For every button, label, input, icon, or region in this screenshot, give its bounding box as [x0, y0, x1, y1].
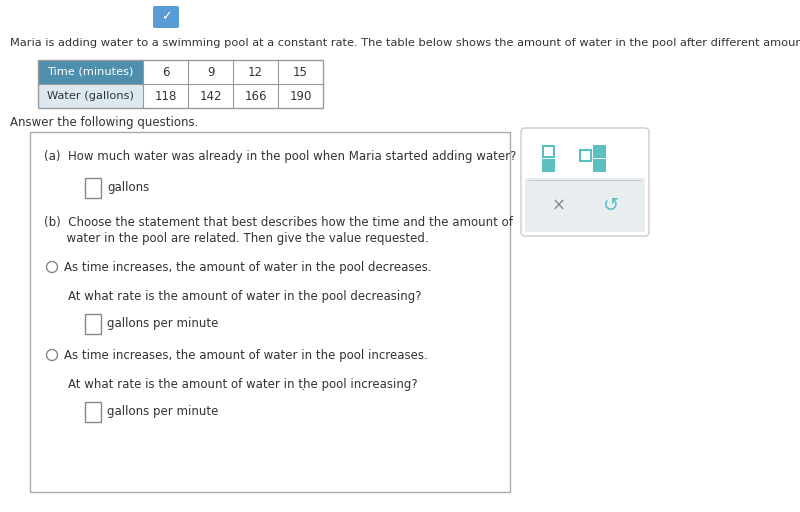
- Circle shape: [46, 350, 58, 360]
- Text: As time increases, the amount of water in the pool increases.: As time increases, the amount of water i…: [64, 349, 428, 361]
- Bar: [85, 402, 101, 422]
- Text: As time increases, the amount of water in the pool decreases.: As time increases, the amount of water i…: [64, 261, 432, 273]
- Text: 9: 9: [206, 66, 214, 78]
- Bar: [85, 178, 101, 198]
- Bar: [594, 160, 605, 171]
- Text: Water (gallons): Water (gallons): [47, 91, 134, 101]
- Bar: [143, 84, 188, 108]
- Text: ×: ×: [552, 197, 566, 215]
- Bar: [543, 146, 554, 157]
- Text: 142: 142: [199, 90, 222, 102]
- Bar: [233, 84, 278, 108]
- Text: ✓: ✓: [161, 11, 171, 24]
- Text: gallons per minute: gallons per minute: [107, 406, 218, 418]
- Text: 6: 6: [162, 66, 170, 78]
- FancyBboxPatch shape: [521, 128, 649, 236]
- Circle shape: [46, 262, 58, 272]
- Text: 190: 190: [290, 90, 312, 102]
- Bar: [143, 60, 188, 84]
- Text: gallons: gallons: [107, 181, 150, 195]
- Bar: [38, 60, 323, 108]
- Bar: [188, 84, 233, 108]
- Bar: [188, 60, 233, 84]
- Text: ↺: ↺: [603, 197, 619, 216]
- Bar: [278, 60, 323, 84]
- Bar: [38, 84, 143, 108]
- Text: .: .: [301, 380, 305, 393]
- Text: gallons per minute: gallons per minute: [107, 317, 218, 331]
- Text: water in the pool are related. Then give the value requested.: water in the pool are related. Then give…: [44, 232, 429, 245]
- Bar: [278, 84, 323, 108]
- Bar: [85, 314, 101, 334]
- Bar: [233, 60, 278, 84]
- Text: Time (minutes): Time (minutes): [47, 67, 134, 77]
- Text: At what rate is the amount of water in the pool decreasing?: At what rate is the amount of water in t…: [68, 290, 422, 303]
- Text: Maria is adding water to a swimming pool at a constant rate. The table below sho: Maria is adding water to a swimming pool…: [10, 38, 800, 48]
- Bar: [580, 150, 591, 161]
- Bar: [594, 146, 605, 157]
- Text: At what rate is the amount of water in the pool increasing?: At what rate is the amount of water in t…: [68, 378, 418, 391]
- Text: 118: 118: [154, 90, 177, 102]
- Bar: [30, 132, 510, 492]
- Text: Answer the following questions.: Answer the following questions.: [10, 116, 198, 129]
- Text: (b)  Choose the statement that best describes how the time and the amount of: (b) Choose the statement that best descr…: [44, 216, 513, 229]
- Bar: [543, 160, 554, 171]
- FancyBboxPatch shape: [525, 178, 645, 232]
- Text: 12: 12: [248, 66, 263, 78]
- Bar: [38, 60, 143, 84]
- Text: 15: 15: [293, 66, 308, 78]
- FancyBboxPatch shape: [153, 6, 179, 28]
- Text: (a)  How much water was already in the pool when Maria started adding water?: (a) How much water was already in the po…: [44, 150, 516, 163]
- Text: 166: 166: [244, 90, 266, 102]
